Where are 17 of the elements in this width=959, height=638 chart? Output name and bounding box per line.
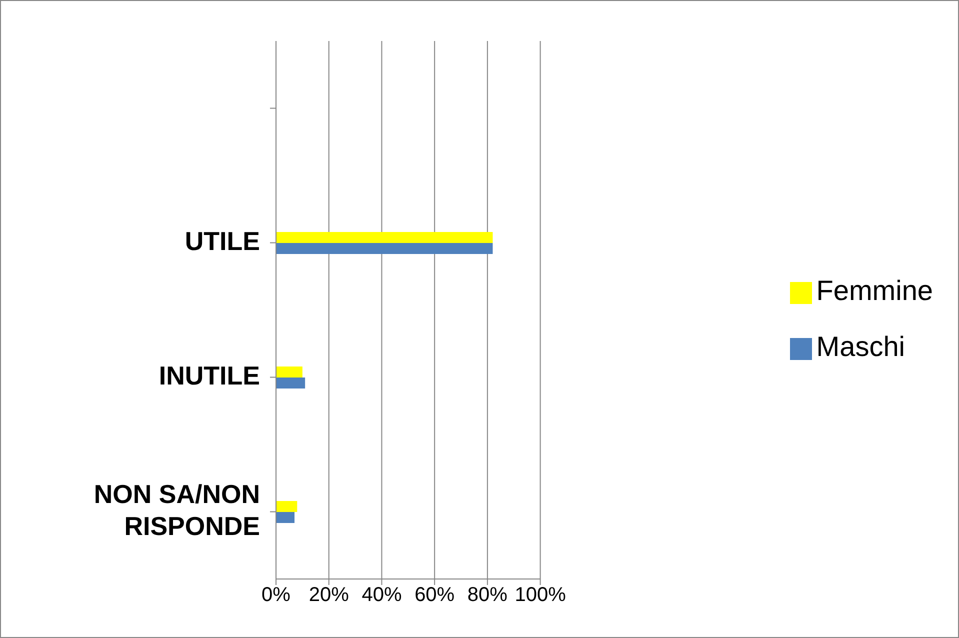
legend-label: Femmine — [816, 275, 933, 306]
legend-label: Maschi — [816, 331, 905, 362]
bar — [276, 500, 298, 512]
bar — [276, 232, 493, 243]
x-tick-label: 20% — [308, 584, 350, 606]
y-tick-label: NON SA/NON RISPONDE — [94, 478, 260, 541]
bar — [276, 512, 294, 523]
y-tick-label: UTILE — [184, 226, 260, 256]
x-tick-label: 0% — [262, 584, 291, 606]
x-tick-label: 100% — [514, 584, 566, 606]
bar — [276, 242, 493, 254]
y-tick-label: INUTILE — [158, 360, 260, 390]
x-tick-label: 40% — [362, 584, 402, 606]
x-tick-label: 60% — [414, 584, 455, 606]
bar — [276, 377, 306, 388]
bar — [276, 366, 302, 378]
x-tick-label: 80% — [467, 584, 508, 606]
